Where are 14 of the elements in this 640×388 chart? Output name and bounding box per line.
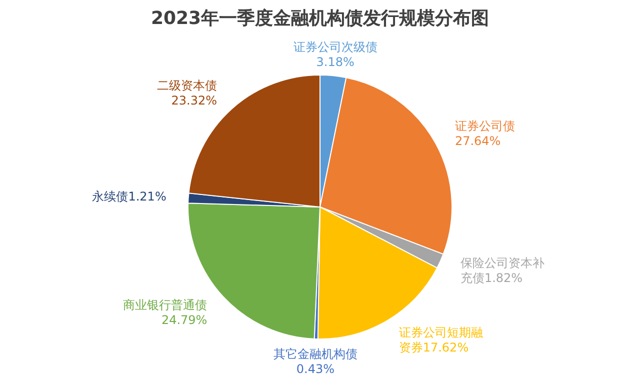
- data-label: 23.32%: [171, 94, 218, 108]
- data-label: 24.79%: [161, 312, 208, 327]
- slice-label: 商业银行普通债: [123, 298, 208, 312]
- data-label: 0.43%: [296, 362, 335, 376]
- slice-label: 证券公司次级债: [293, 40, 378, 54]
- slice-label: 证券公司短期融资券17.62%: [398, 325, 483, 354]
- slice-label: 保险公司资本补充债1.82%: [460, 256, 544, 286]
- slice-label: 永续债1.21%: [92, 190, 166, 204]
- data-label: 27.64%: [454, 134, 501, 148]
- data-label: 3.18%: [316, 54, 354, 69]
- slice-label: 其它金融机构债: [273, 346, 358, 361]
- chart-title: 2023年一季度金融机构债发行规模分布图: [150, 8, 490, 29]
- slice-label: 证券公司债: [454, 118, 515, 133]
- slice-label: 二级资本债: [157, 78, 218, 93]
